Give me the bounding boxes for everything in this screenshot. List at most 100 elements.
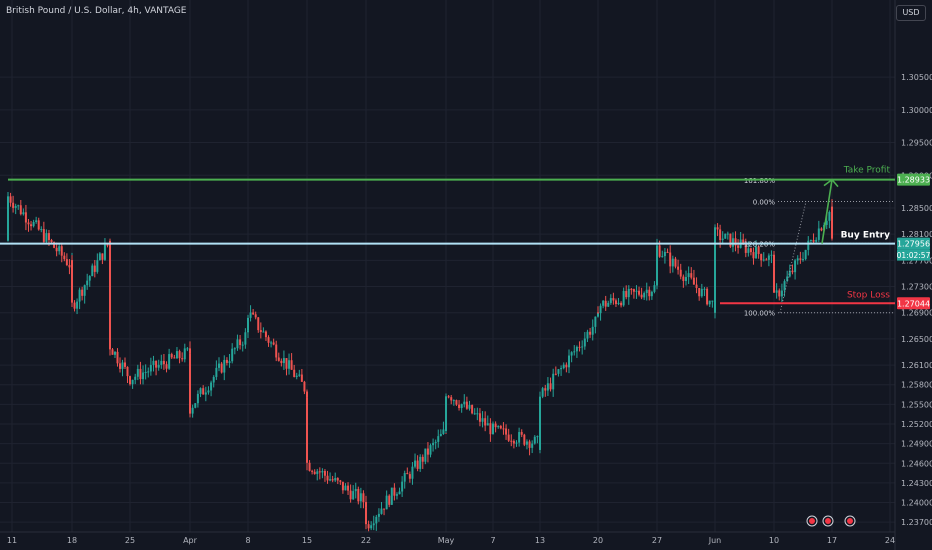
candle-body[interactable] (802, 259, 804, 261)
candle-body[interactable] (119, 363, 121, 369)
candle-body[interactable] (685, 277, 687, 281)
candle-body[interactable] (60, 246, 63, 256)
candle-body[interactable] (249, 312, 252, 318)
candle-body[interactable] (510, 440, 513, 442)
candle-body[interactable] (828, 211, 831, 221)
candle-body[interactable] (486, 423, 489, 426)
candle-body[interactable] (591, 326, 594, 335)
candle-body[interactable] (460, 404, 463, 409)
candle-body[interactable] (492, 423, 494, 435)
candle-body[interactable] (37, 220, 40, 230)
candle-body[interactable] (313, 471, 316, 474)
candle-body[interactable] (706, 288, 709, 305)
candle-body[interactable] (552, 373, 555, 390)
candle-body[interactable] (47, 233, 50, 240)
candle-body[interactable] (196, 393, 199, 404)
candle-body[interactable] (767, 255, 770, 260)
candle-body[interactable] (489, 423, 492, 435)
candle-body[interactable] (239, 339, 242, 345)
candle-body[interactable] (557, 369, 560, 374)
candle-body[interactable] (752, 252, 755, 259)
candle-body[interactable] (565, 364, 568, 368)
candle-body[interactable] (528, 441, 531, 448)
candle-body[interactable] (638, 290, 641, 295)
candle-body[interactable] (30, 224, 33, 227)
candle-body[interactable] (377, 513, 380, 517)
candle-body[interactable] (698, 288, 701, 297)
candle-body[interactable] (473, 413, 476, 415)
candle-body[interactable] (252, 312, 255, 315)
candle-body[interactable] (393, 487, 396, 496)
candle-body[interactable] (12, 202, 15, 208)
candle-body[interactable] (55, 247, 58, 252)
candle-body[interactable] (783, 281, 786, 291)
candle-body[interactable] (609, 298, 612, 303)
candle-body[interactable] (385, 495, 388, 510)
candle-body[interactable] (388, 495, 391, 505)
candle-body[interactable] (22, 212, 25, 215)
candle-body[interactable] (589, 331, 592, 335)
candle-body[interactable] (236, 339, 239, 349)
candle-body[interactable] (671, 258, 674, 267)
candle-body[interactable] (786, 276, 789, 282)
candle-body[interactable] (586, 331, 589, 339)
candle-body[interactable] (225, 359, 228, 363)
candle-body[interactable] (53, 242, 56, 248)
candle-body[interactable] (73, 302, 76, 309)
candle-body[interactable] (168, 354, 171, 369)
candle-body[interactable] (581, 346, 584, 348)
candle-body[interactable] (627, 288, 630, 298)
candle-body[interactable] (42, 229, 45, 242)
candle-body[interactable] (390, 487, 393, 505)
candle-body[interactable] (770, 254, 773, 256)
candle-body[interactable] (272, 342, 275, 345)
candle-body[interactable] (573, 351, 576, 353)
candle-body[interactable] (455, 400, 458, 405)
candle-body[interactable] (539, 396, 541, 450)
candle-body[interactable] (544, 388, 547, 391)
candle-body[interactable] (562, 364, 565, 369)
candle-body[interactable] (560, 368, 563, 370)
candle-body[interactable] (666, 251, 669, 253)
candle-body[interactable] (594, 316, 597, 327)
candle-body[interactable] (677, 266, 680, 270)
candle-body[interactable] (349, 490, 352, 500)
candle-body[interactable] (116, 351, 119, 364)
candle-body[interactable] (241, 344, 244, 346)
candle-body[interactable] (669, 252, 672, 267)
candle-body[interactable] (285, 358, 288, 369)
candle-body[interactable] (162, 360, 165, 365)
candle-body[interactable] (502, 428, 505, 430)
candle-body[interactable] (9, 196, 12, 203)
candle-body[interactable] (58, 246, 61, 252)
candle-body[interactable] (259, 330, 262, 333)
candle-body[interactable] (50, 239, 53, 243)
candle-body[interactable] (103, 244, 106, 260)
candle-body[interactable] (280, 360, 283, 364)
candle-body[interactable] (734, 238, 737, 246)
candle-body[interactable] (210, 382, 213, 391)
candle-body[interactable] (825, 220, 828, 225)
candle-body[interactable] (316, 471, 319, 474)
candle-body[interactable] (604, 300, 607, 307)
candle-body[interactable] (367, 524, 370, 529)
candle-body[interactable] (497, 425, 500, 428)
candle-body[interactable] (275, 344, 278, 358)
candle-body[interactable] (247, 317, 249, 331)
candle-body[interactable] (134, 376, 137, 380)
candle-body[interactable] (362, 493, 365, 503)
candle-body[interactable] (716, 227, 719, 230)
candle-body[interactable] (334, 478, 337, 481)
candle-body[interactable] (68, 265, 71, 268)
candle-body[interactable] (411, 466, 414, 479)
candle-body[interactable] (625, 291, 628, 298)
candle-body[interactable] (724, 233, 727, 239)
candle-body[interactable] (178, 351, 181, 359)
candle-body[interactable] (401, 481, 404, 492)
candle-body[interactable] (380, 508, 383, 514)
candle-body[interactable] (308, 462, 311, 471)
candle-body[interactable] (549, 383, 552, 390)
candle-body[interactable] (645, 289, 648, 293)
candle-body[interactable] (144, 371, 147, 373)
candle-body[interactable] (812, 240, 815, 242)
